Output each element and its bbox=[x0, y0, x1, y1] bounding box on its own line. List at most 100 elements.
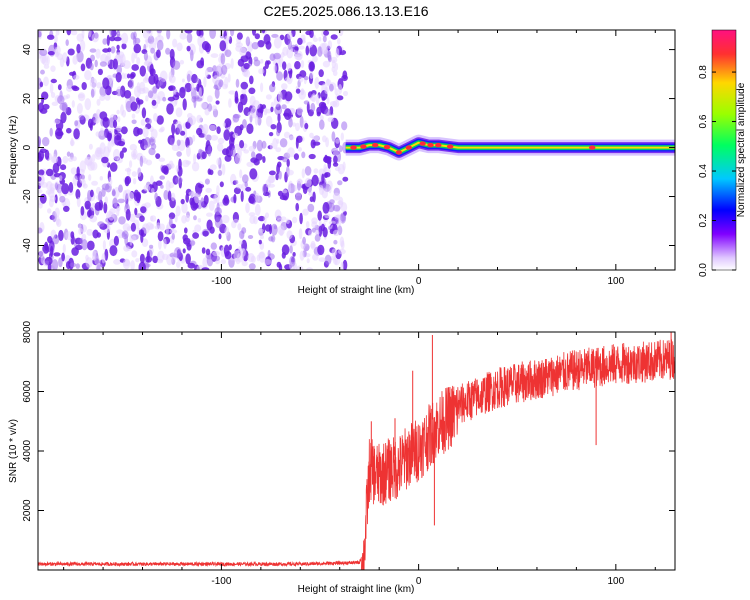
noise-blob bbox=[130, 222, 136, 232]
noise-blob bbox=[240, 81, 249, 90]
noise-blob bbox=[152, 86, 158, 94]
noise-blob bbox=[291, 108, 295, 114]
noise-blob bbox=[171, 233, 175, 240]
noise-blob bbox=[204, 108, 210, 116]
noise-blob bbox=[129, 73, 135, 80]
noise-blob bbox=[115, 72, 122, 83]
noise-blob bbox=[110, 46, 116, 54]
noise-blob bbox=[276, 71, 283, 81]
noise-blob bbox=[327, 40, 333, 49]
noise-blob bbox=[328, 185, 332, 194]
noise-blob bbox=[304, 177, 312, 188]
noise-blob bbox=[175, 176, 183, 184]
noise-blob bbox=[165, 47, 171, 55]
noise-blob bbox=[181, 202, 188, 214]
noise-blob bbox=[193, 96, 197, 109]
spectrogram-y-ticks: -40 -20 0 20 40 bbox=[22, 44, 675, 253]
noise-blob bbox=[275, 173, 279, 181]
noise-blob bbox=[94, 201, 102, 211]
snr-x-ticks: -100 0 100 bbox=[63, 332, 656, 587]
noise-blob bbox=[108, 176, 113, 187]
noise-blob bbox=[251, 42, 259, 50]
noise-blob bbox=[90, 88, 95, 98]
noise-blob bbox=[138, 261, 146, 270]
noise-blob bbox=[240, 190, 244, 202]
noise-blob bbox=[119, 150, 124, 159]
noise-blob bbox=[101, 183, 110, 191]
noise-blob bbox=[142, 126, 149, 138]
noise-blob bbox=[129, 96, 136, 102]
noise-blob bbox=[101, 253, 106, 264]
noise-blob bbox=[306, 101, 310, 114]
noise-blob bbox=[50, 78, 57, 84]
noise-blob bbox=[39, 81, 44, 88]
noise-blob bbox=[309, 196, 314, 203]
noise-blob bbox=[288, 117, 293, 128]
noise-blob bbox=[173, 90, 177, 95]
noise-blob bbox=[212, 255, 221, 262]
noise-blob bbox=[74, 120, 79, 127]
noise-blob bbox=[219, 181, 224, 188]
noise-blob bbox=[236, 32, 243, 40]
noise-blob bbox=[131, 113, 136, 119]
noise-blob bbox=[335, 138, 340, 144]
noise-blob bbox=[202, 257, 208, 269]
noise-blob bbox=[59, 195, 66, 203]
noise-blob bbox=[192, 134, 196, 142]
snr-panel: -100 0 100 2000 4000 6000 8000 Height of stra… bbox=[8, 320, 676, 595]
noise-blob bbox=[196, 127, 203, 136]
noise-blob bbox=[176, 42, 183, 52]
noise-blob bbox=[89, 215, 98, 223]
noise-blob bbox=[49, 127, 53, 137]
noise-blob bbox=[96, 82, 102, 89]
noise-blob bbox=[44, 260, 50, 266]
x-tick-label: -100 bbox=[211, 276, 231, 287]
noise-blob bbox=[256, 139, 263, 152]
noise-blob bbox=[332, 162, 339, 167]
noise-blob bbox=[224, 49, 232, 58]
noise-blob bbox=[145, 95, 149, 102]
noise-blob bbox=[58, 175, 63, 182]
noise-blob bbox=[72, 55, 78, 65]
noise-blob bbox=[39, 108, 48, 114]
noise-blob bbox=[322, 135, 327, 143]
noise-blob bbox=[324, 172, 331, 178]
noise-blob bbox=[167, 190, 172, 202]
noise-blob bbox=[135, 97, 140, 103]
noise-blob bbox=[131, 64, 139, 71]
noise-blob bbox=[38, 176, 42, 182]
noise-blob bbox=[269, 224, 272, 235]
band-peak bbox=[372, 142, 379, 148]
noise-blob bbox=[327, 159, 332, 169]
noise-blob bbox=[179, 87, 186, 99]
noise-blob bbox=[108, 212, 115, 221]
noise-blob bbox=[222, 197, 230, 206]
noise-blob bbox=[217, 143, 224, 152]
noise-blob bbox=[130, 260, 135, 270]
noise-blob bbox=[38, 150, 45, 161]
noise-blob bbox=[123, 73, 128, 80]
noise-blob bbox=[118, 216, 126, 225]
band-peak bbox=[383, 144, 391, 150]
noise-blob bbox=[38, 169, 45, 176]
noise-blob bbox=[287, 31, 293, 40]
noise-blob bbox=[305, 45, 310, 56]
x-tick-label: -100 bbox=[211, 576, 231, 587]
noise-blob bbox=[237, 58, 245, 67]
noise-blob bbox=[282, 61, 287, 70]
noise-blob bbox=[66, 30, 72, 36]
noise-blob bbox=[169, 74, 176, 84]
noise-blob bbox=[54, 34, 58, 43]
noise-blob bbox=[116, 109, 120, 115]
noise-blob bbox=[312, 253, 319, 261]
noise-blob bbox=[321, 42, 329, 55]
noise-blob bbox=[50, 245, 54, 257]
noise-blob bbox=[338, 30, 344, 37]
noise-blob bbox=[170, 137, 175, 146]
noise-blob bbox=[300, 60, 305, 69]
noise-blob bbox=[261, 30, 266, 34]
noise-blob bbox=[267, 175, 275, 184]
noise-blob bbox=[249, 168, 258, 180]
noise-blob bbox=[324, 86, 329, 95]
noise-blob bbox=[293, 185, 297, 192]
